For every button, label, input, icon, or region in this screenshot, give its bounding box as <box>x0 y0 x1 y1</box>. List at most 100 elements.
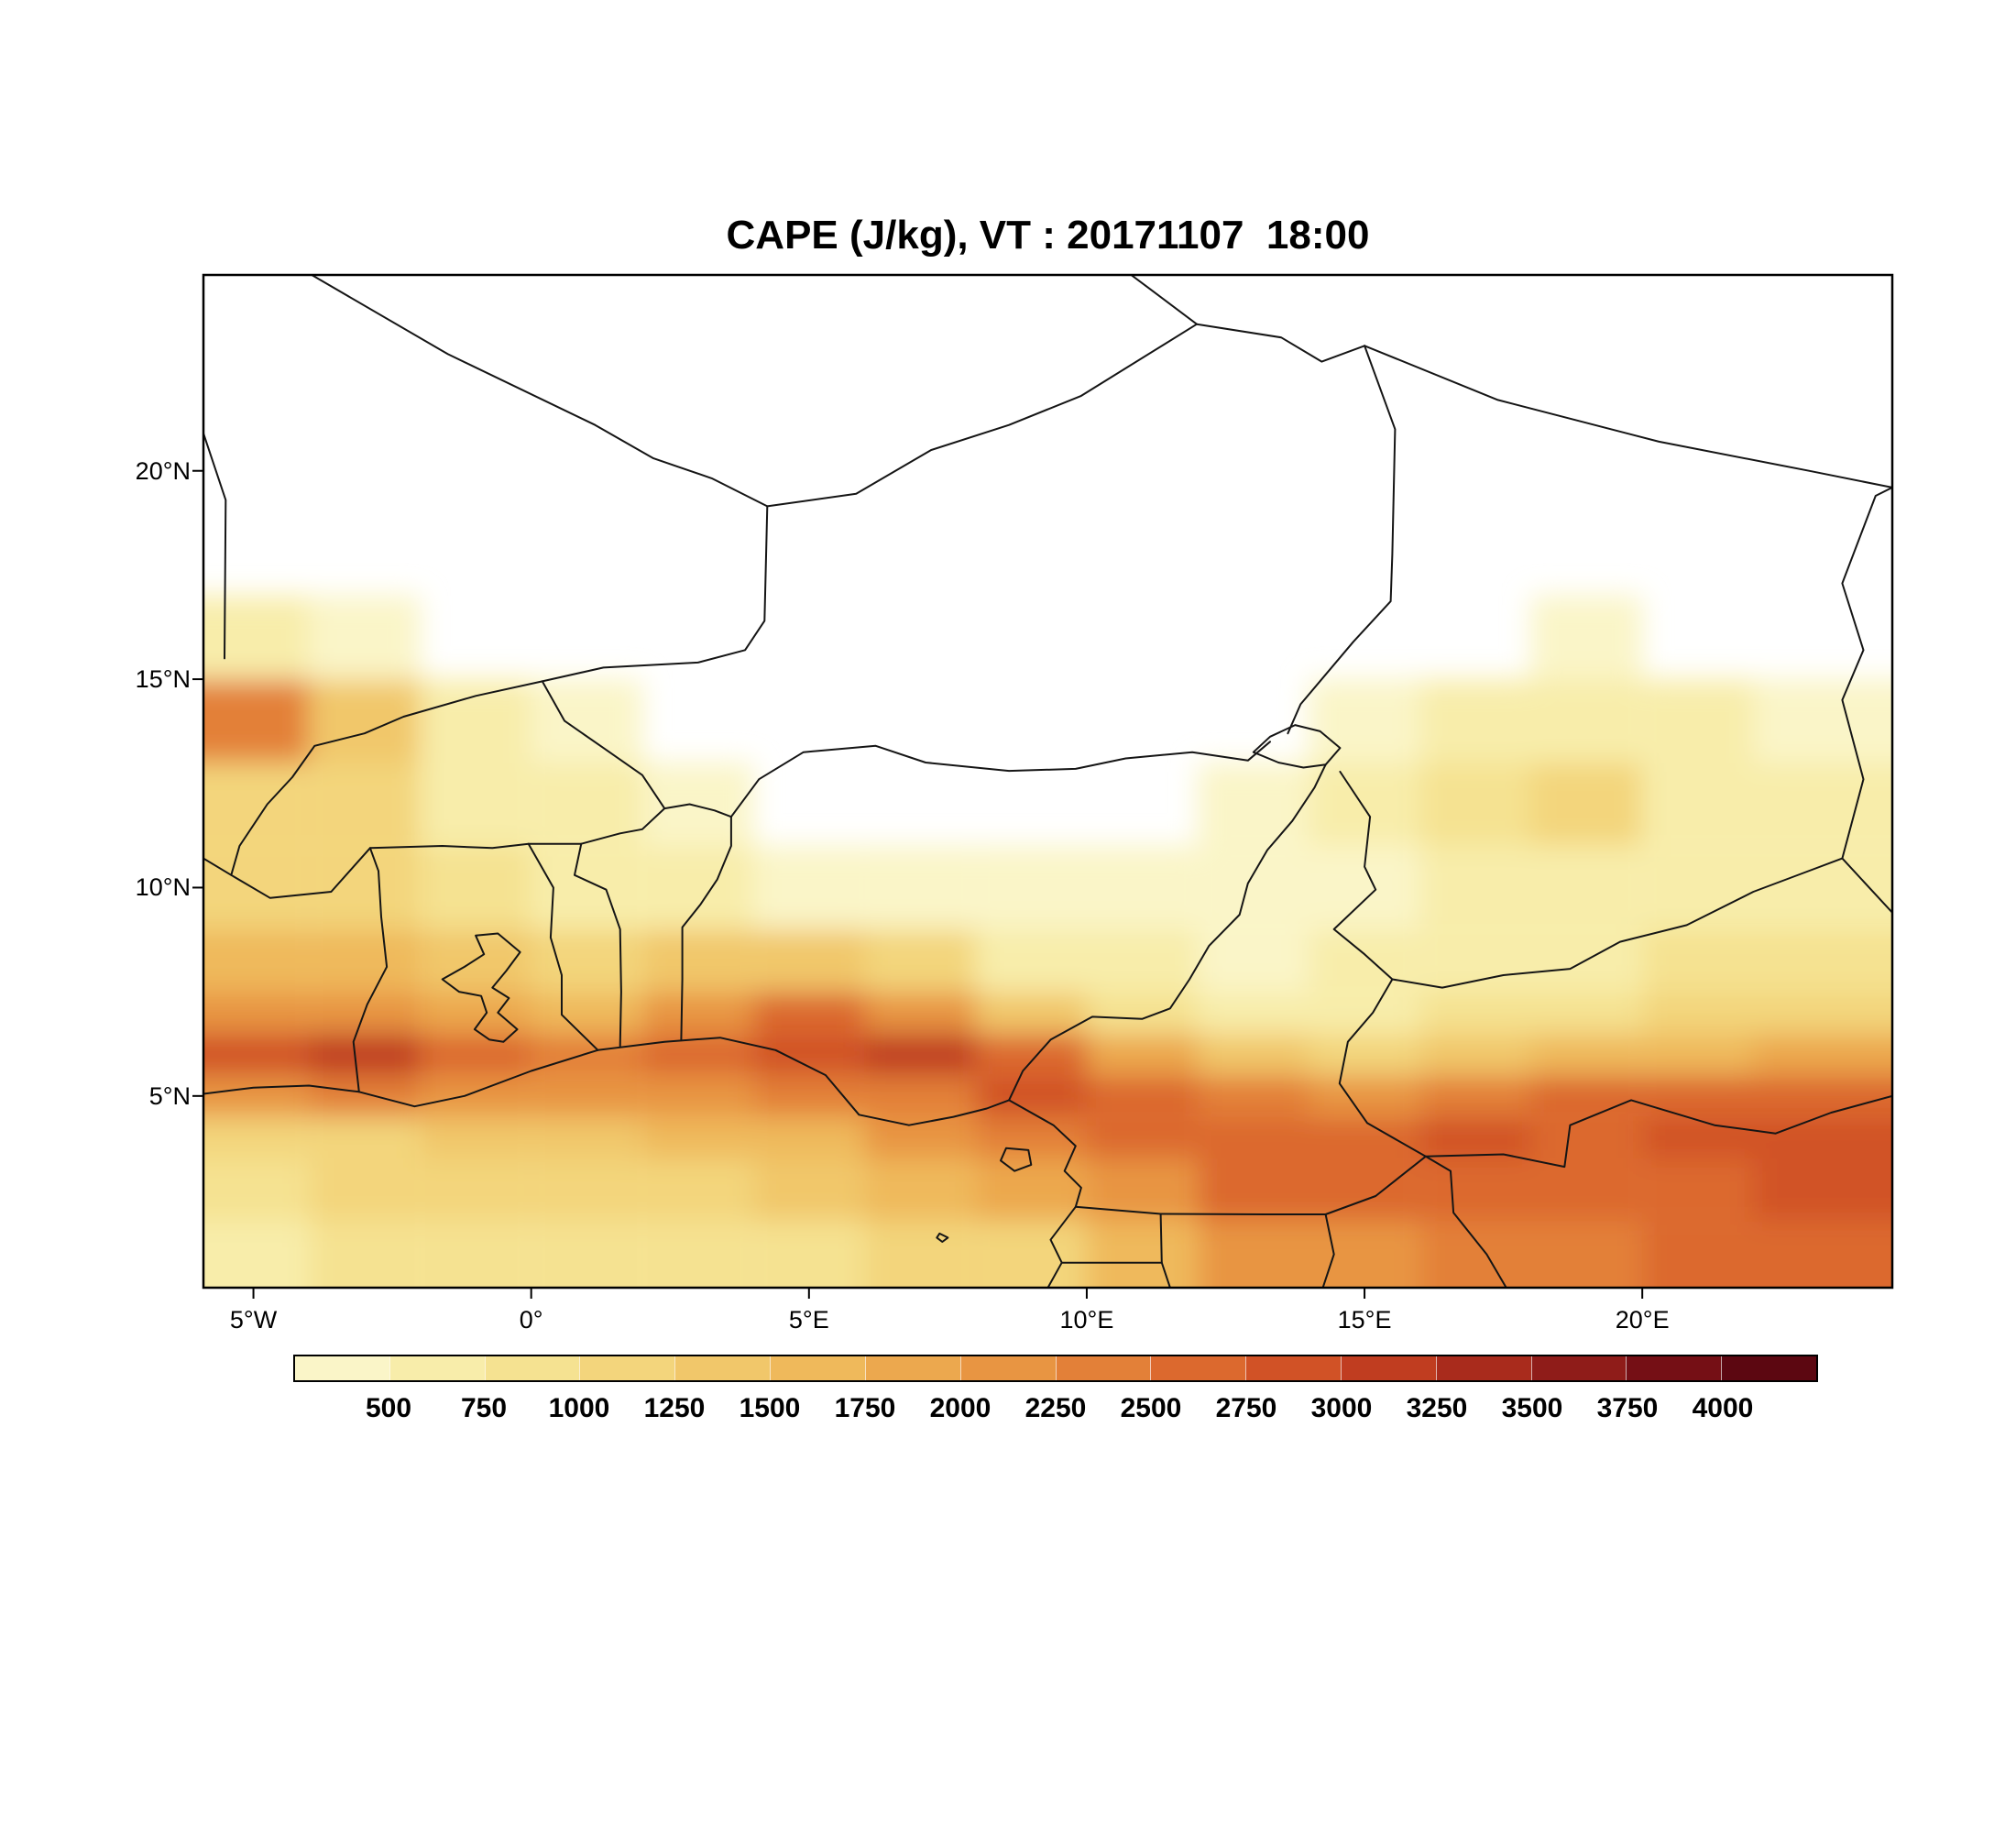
country-border <box>1338 978 1427 1158</box>
cape-cell <box>203 1158 310 1222</box>
colorbar-segment <box>770 1356 865 1380</box>
cape-cell <box>1530 992 1643 1034</box>
cape-cell <box>1419 846 1531 929</box>
y-tick-label: 5°N <box>148 1081 191 1110</box>
cape-cell <box>1086 1221 1199 1288</box>
cape-cell <box>1642 928 1754 993</box>
cape-cell <box>753 846 865 929</box>
cape-cell <box>203 992 310 1034</box>
cape-cell <box>1530 1116 1643 1159</box>
cape-cell <box>1198 1116 1309 1159</box>
country-border <box>203 847 371 899</box>
cape-cell <box>641 846 754 929</box>
colorbar-tick-label: 2250 <box>1024 1393 1087 1423</box>
x-tick-label: 5°W <box>229 1306 278 1334</box>
country-border <box>1841 486 1892 860</box>
country-border <box>680 816 732 1041</box>
country-border <box>1252 724 1342 769</box>
x-tick-label: 0° <box>519 1306 543 1334</box>
cape-cell <box>1530 1158 1643 1222</box>
cape-cell <box>641 1075 754 1117</box>
cape-cell <box>753 992 865 1034</box>
cape-cell <box>641 992 754 1034</box>
cape-cell <box>1753 1075 1892 1117</box>
cape-cell <box>203 846 310 929</box>
cape-cell <box>641 763 754 846</box>
cape-cell <box>309 1033 421 1076</box>
chart-title: CAPE (J/kg), VT : 20171107 18:00 <box>726 213 1370 258</box>
cape-cell <box>531 992 642 1034</box>
colorbar-tick-label: 3250 <box>1406 1393 1468 1423</box>
cape-cell <box>203 1116 310 1159</box>
country-border <box>766 323 1198 508</box>
cape-cell <box>531 1158 642 1222</box>
cape-cell <box>203 1033 310 1076</box>
cape-cell <box>1642 846 1754 929</box>
country-border <box>352 847 389 1093</box>
cape-cell <box>1419 1033 1531 1076</box>
colorbar-segment <box>959 1356 1056 1380</box>
cape-cell <box>1530 679 1643 763</box>
cape-cell <box>309 763 421 846</box>
cape-cell <box>309 596 421 679</box>
cape-cell <box>1198 1075 1309 1117</box>
cape-cell <box>1309 992 1420 1034</box>
country-border <box>1196 323 1366 363</box>
cape-cell <box>203 596 310 679</box>
colorbar-tick-label: 3000 <box>1310 1393 1373 1423</box>
cape-cell <box>203 928 310 993</box>
cape-cell <box>1419 1116 1531 1159</box>
cape-cell <box>864 1221 976 1288</box>
cape-cell <box>1642 1116 1754 1159</box>
cape-cell <box>1309 1075 1420 1117</box>
cape-cell <box>753 1075 865 1117</box>
cape-cell <box>1086 1158 1199 1222</box>
cape-cell <box>1753 1221 1892 1288</box>
map-frame <box>202 273 1894 1290</box>
country-border <box>1424 1094 1892 1169</box>
country-border <box>1000 1147 1033 1172</box>
cape-cell <box>420 763 531 846</box>
cape-cell <box>1642 1158 1754 1222</box>
cape-cell <box>420 846 531 929</box>
country-border <box>1160 1261 1171 1288</box>
colorbar-tick-label: 1750 <box>834 1393 896 1423</box>
cape-cell <box>1309 1116 1420 1159</box>
cape-cell <box>1753 928 1892 993</box>
cape-cell <box>975 1116 1087 1159</box>
cape-cell <box>1642 1221 1754 1288</box>
cape-cell <box>975 1033 1087 1076</box>
colorbar-tick-label: 500 <box>365 1393 412 1423</box>
cape-cell <box>309 1158 421 1222</box>
cape-cell <box>309 846 421 929</box>
cape-cell <box>531 763 642 846</box>
cape-cell <box>1086 846 1199 929</box>
cape-cell <box>1419 928 1531 993</box>
colorbar-tick-label: 3500 <box>1501 1393 1563 1423</box>
cape-cell <box>641 1158 754 1222</box>
cape-cell <box>864 992 976 1034</box>
country-border <box>574 842 622 1048</box>
cape-cell <box>1530 763 1643 846</box>
cape-cell <box>531 1075 642 1117</box>
country-border <box>527 842 599 1051</box>
cape-cell <box>1198 1221 1309 1288</box>
colorbar-segment <box>1055 1356 1151 1380</box>
cape-cell <box>1309 1033 1420 1076</box>
colorbar-tick-label: 2500 <box>1120 1393 1182 1423</box>
cape-cell <box>1753 846 1892 929</box>
cape-cell <box>1419 1221 1531 1288</box>
cape-cell <box>864 846 976 929</box>
x-tick-label: 15°E <box>1337 1306 1392 1334</box>
cape-cell <box>641 1221 754 1288</box>
cape-cell <box>753 928 865 993</box>
country-border <box>1424 1155 1507 1288</box>
cape-cell <box>1309 928 1420 993</box>
cape-cell <box>1419 1158 1531 1222</box>
cape-cell <box>1198 992 1309 1034</box>
country-border <box>541 505 769 683</box>
cape-cell <box>1198 846 1309 929</box>
colorbar-segment <box>1435 1356 1531 1380</box>
cape-cell <box>1530 1033 1643 1076</box>
